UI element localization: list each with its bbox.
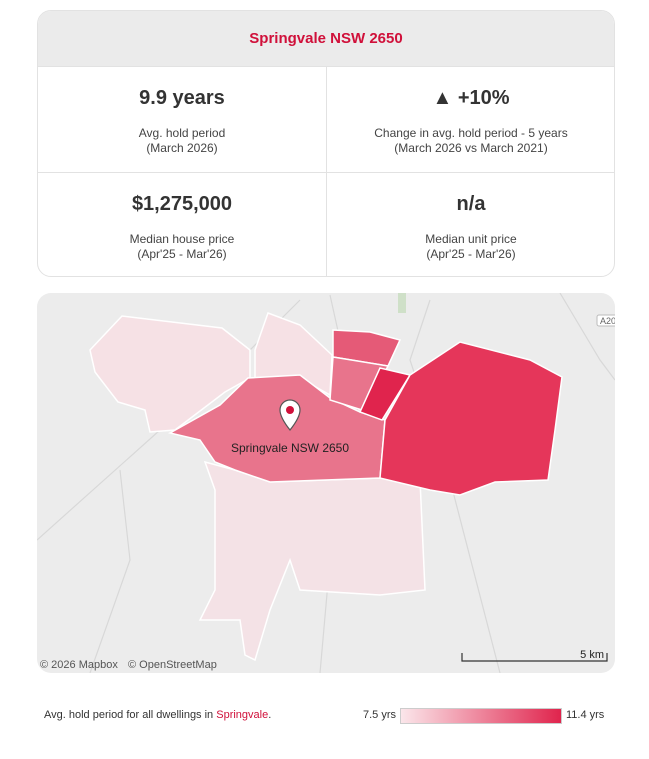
- stat-label: Median unit price: [425, 232, 517, 246]
- stat-cell: 9.9 years Avg. hold period (March 2026): [38, 66, 326, 172]
- attribution[interactable]: © OpenStreetMap: [128, 659, 217, 671]
- region: [379, 341, 563, 496]
- stat-value: $1,275,000: [131, 193, 233, 215]
- scale-label: 5 km: [580, 649, 604, 661]
- stat-label: Median house price: [129, 232, 235, 246]
- stat-period: (Apr'25 - Mar'26): [426, 247, 516, 261]
- legend-gradient: [400, 708, 562, 724]
- map-canvas: Springvale NSW 2650 A20 © 2026 Mapbox © …: [37, 293, 615, 673]
- legend-caption: Avg. hold period for all dwellings in: [44, 709, 217, 721]
- legend-place: Springvale: [216, 709, 269, 721]
- road-label: A20: [600, 316, 615, 326]
- region: [198, 460, 426, 662]
- stat-label: Avg. hold period: [138, 126, 226, 140]
- stat-period: (March 2026): [146, 141, 218, 155]
- legend-suffix: .: [268, 709, 272, 721]
- map-label: Springvale NSW 2650: [231, 441, 349, 455]
- stat-cell: $1,275,000 Median house price (Apr'25 - M…: [38, 172, 326, 276]
- summary-card: Springvale NSW 2650 9.9 years Avg. hold …: [37, 10, 615, 277]
- scale-bar: [461, 653, 608, 662]
- stat-label: Change in avg. hold period - 5 years: [374, 126, 568, 140]
- stat-period: (March 2026 vs March 2021): [394, 141, 548, 155]
- region: [89, 315, 251, 433]
- stat-cell: ▲ +10% Change in avg. hold period - 5 ye…: [327, 66, 614, 172]
- card-title: Springvale NSW 2650: [38, 11, 614, 66]
- stat-value: n/a: [456, 193, 486, 215]
- stat-period: (Apr'25 - Mar'26): [137, 247, 227, 261]
- region: [332, 329, 402, 367]
- stat-cell: n/a Median unit price (Apr'25 - Mar'26): [327, 172, 614, 276]
- legend-min: 7.5 yrs: [362, 709, 396, 721]
- map[interactable]: Springvale NSW 2650 A20 © 2026 Mapbox © …: [37, 293, 615, 673]
- divider: [326, 66, 327, 276]
- map-pin-dot: [286, 406, 294, 414]
- legend-text: Avg. hold period for all dwellings in Sp…: [44, 709, 271, 721]
- stat-value: ▲ +10%: [432, 87, 510, 109]
- park: [398, 293, 406, 313]
- stat-value: 9.9 years: [139, 87, 225, 109]
- attribution[interactable]: © 2026 Mapbox: [40, 659, 118, 671]
- road-shield: [596, 314, 615, 327]
- legend-max: 11.4 yrs: [566, 709, 605, 721]
- region: [358, 367, 412, 421]
- map-layer: Springvale NSW 2650 A20 © 2026 Mapbox © …: [37, 293, 615, 673]
- map-pin: [279, 399, 301, 431]
